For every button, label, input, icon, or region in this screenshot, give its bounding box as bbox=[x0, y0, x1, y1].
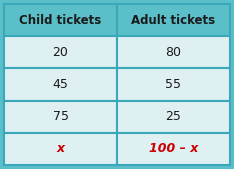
Bar bbox=[4, 68, 117, 101]
Text: 55: 55 bbox=[165, 78, 182, 91]
Bar bbox=[4, 101, 117, 133]
Bar bbox=[117, 133, 230, 165]
Text: 45: 45 bbox=[53, 78, 68, 91]
Text: Child tickets: Child tickets bbox=[19, 14, 102, 27]
Text: x: x bbox=[56, 142, 65, 155]
Text: 75: 75 bbox=[52, 110, 69, 123]
Bar bbox=[117, 36, 230, 68]
Bar bbox=[4, 4, 117, 36]
Text: 25: 25 bbox=[166, 110, 181, 123]
Text: 100 – x: 100 – x bbox=[149, 142, 198, 155]
Bar bbox=[117, 101, 230, 133]
Bar bbox=[4, 36, 117, 68]
Bar bbox=[117, 68, 230, 101]
Text: 20: 20 bbox=[53, 46, 68, 59]
Text: Adult tickets: Adult tickets bbox=[132, 14, 216, 27]
Text: 80: 80 bbox=[165, 46, 182, 59]
Bar bbox=[117, 4, 230, 36]
Bar bbox=[4, 133, 117, 165]
